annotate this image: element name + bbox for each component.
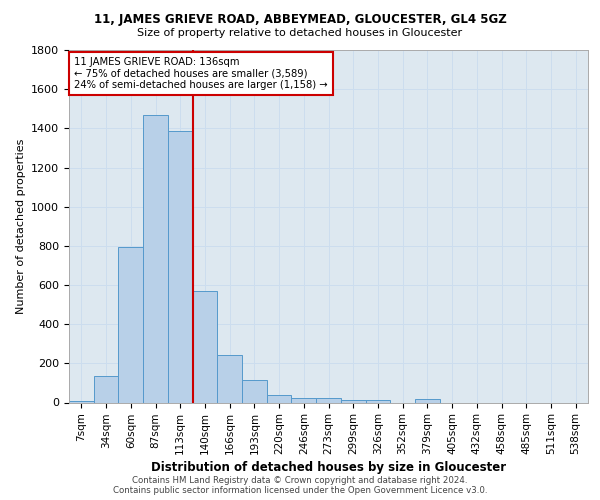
Bar [316,398,341,402]
Text: 11, JAMES GRIEVE ROAD, ABBEYMEAD, GLOUCESTER, GL4 5GZ: 11, JAMES GRIEVE ROAD, ABBEYMEAD, GLOUCE… [94,12,506,26]
Y-axis label: Number of detached properties: Number of detached properties [16,138,26,314]
Bar [415,398,440,402]
Bar [217,354,242,403]
X-axis label: Distribution of detached houses by size in Gloucester: Distribution of detached houses by size … [151,462,506,474]
Bar [168,132,193,402]
Text: Size of property relative to detached houses in Gloucester: Size of property relative to detached ho… [137,28,463,38]
Bar [267,394,292,402]
Bar [69,400,94,402]
Bar [292,398,316,402]
Bar [143,114,168,403]
Bar [118,247,143,402]
Text: Contains HM Land Registry data © Crown copyright and database right 2024.: Contains HM Land Registry data © Crown c… [132,476,468,485]
Bar [341,400,365,402]
Text: 11 JAMES GRIEVE ROAD: 136sqm
← 75% of detached houses are smaller (3,589)
24% of: 11 JAMES GRIEVE ROAD: 136sqm ← 75% of de… [74,57,328,90]
Bar [365,400,390,402]
Bar [242,380,267,402]
Bar [94,376,118,402]
Text: Contains public sector information licensed under the Open Government Licence v3: Contains public sector information licen… [113,486,487,495]
Bar [193,291,217,403]
